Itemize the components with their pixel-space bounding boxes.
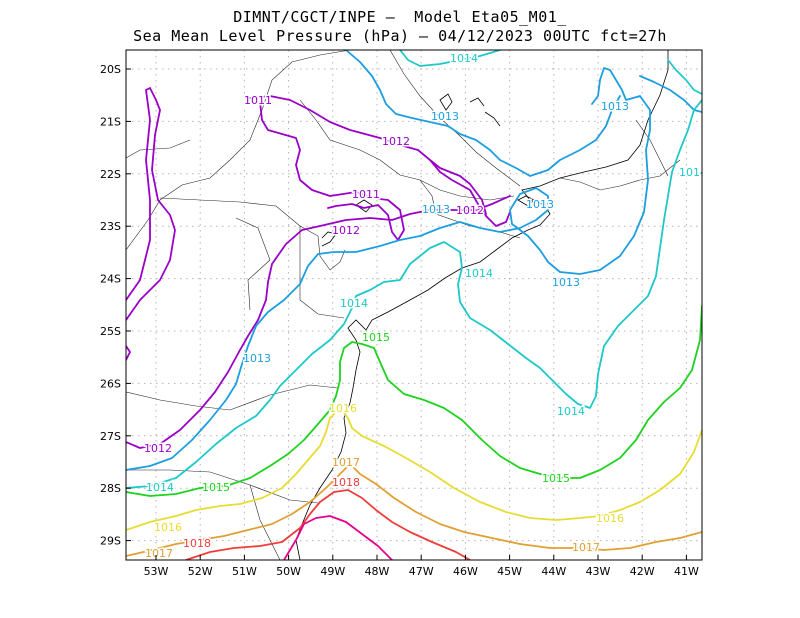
- state-borders: [126, 50, 681, 560]
- lon-tick-label: 47W: [409, 565, 434, 578]
- contour-label: 1017: [332, 456, 360, 469]
- isobar-1019: [283, 515, 393, 560]
- contour-label: 1011: [352, 188, 380, 201]
- contour-label: 1013: [422, 203, 450, 216]
- lat-tick-label: 28S: [100, 482, 121, 495]
- contour-label: 1014: [340, 297, 368, 310]
- isobar-1017: [126, 463, 702, 557]
- lon-tick-label: 45W: [497, 565, 522, 578]
- contour-label: 1012: [456, 204, 484, 217]
- contour-label: 1015: [202, 481, 230, 494]
- contour-label: 1018: [332, 476, 360, 489]
- isobar-1014: [399, 50, 501, 67]
- isobar-1012: [126, 195, 511, 449]
- lon-tick-label: 41W: [674, 565, 699, 578]
- isobar-1015: [126, 305, 702, 497]
- lat-tick-label: 22S: [100, 168, 121, 181]
- plot-frame: [125, 49, 703, 561]
- lat-tick-label: 21S: [100, 115, 121, 128]
- lon-tick-label: 46W: [453, 565, 478, 578]
- contour-label: 1013: [552, 276, 580, 289]
- contour-label: 1013: [601, 100, 629, 113]
- lat-tick-label: 25S: [100, 325, 121, 338]
- contour-label: 1018: [183, 537, 211, 550]
- contour-label: 1012: [332, 224, 360, 237]
- contour-label: 1014: [146, 481, 174, 494]
- lon-tick-label: 49W: [320, 565, 345, 578]
- contour-label: 1014: [557, 405, 585, 418]
- lat-tick-label: 23S: [100, 220, 121, 233]
- contour-label: 1017: [572, 541, 600, 554]
- lon-tick-label: 48W: [365, 565, 390, 578]
- contour-label: 1014: [679, 166, 707, 179]
- contour-label: 1014: [465, 267, 493, 280]
- contour-label: 1016: [596, 512, 624, 525]
- contour-label: 1016: [329, 402, 357, 415]
- isobar-1016: [126, 407, 702, 531]
- isobar-1013: [345, 50, 621, 177]
- contour-label: 1011: [244, 94, 272, 107]
- isobar-1012: [429, 159, 487, 215]
- isobar-1013: [639, 75, 702, 113]
- lon-tick-label: 51W: [232, 565, 257, 578]
- contour-label: 1013: [243, 352, 271, 365]
- chart-subtitle: Sea Mean Level Pressure (hPa) – 04/12/20…: [133, 27, 667, 45]
- lon-tick-label: 53W: [144, 565, 169, 578]
- contour-label: 1017: [145, 547, 173, 560]
- isobar-1012: [126, 345, 131, 361]
- latitude-axis: 20S 21S 22S 23S 24S 25S 26S 27S 28S 29S: [100, 63, 131, 548]
- lat-tick-label: 20S: [100, 63, 121, 76]
- lat-tick-label: 27S: [100, 430, 121, 443]
- contour-label: 1013: [431, 110, 459, 123]
- isobar-1013: [126, 67, 651, 471]
- lat-tick-label: 26S: [100, 377, 121, 390]
- lon-tick-label: 43W: [586, 565, 611, 578]
- lat-tick-label: 24S: [100, 273, 121, 286]
- lon-tick-label: 50W: [276, 565, 301, 578]
- contour-label: 1013: [526, 198, 554, 211]
- lon-tick-label: 52W: [188, 565, 213, 578]
- bay-outline: [321, 93, 535, 247]
- isobar-1011: [126, 87, 176, 321]
- contour-label: 1012: [382, 135, 410, 148]
- lat-tick-label: 29S: [100, 535, 121, 548]
- isobar-1011: [249, 95, 511, 227]
- contour-label: 1016: [154, 521, 182, 534]
- chart-title: DIMNT/CGCT/INPE – Model Eta05_M01_: [233, 8, 567, 26]
- isobar-1014: [667, 59, 702, 95]
- coastline: [295, 50, 669, 560]
- contour-label: 1012: [144, 442, 172, 455]
- longitude-axis: 53W 52W 51W 50W 49W 48W 47W 46W 45W 44W 43W 42W 41W: [144, 555, 699, 578]
- isobar-1011: [259, 101, 405, 241]
- contour-label: 1014: [450, 52, 478, 65]
- lon-tick-label: 44W: [541, 565, 566, 578]
- isobar-1014: [126, 99, 702, 489]
- isobar-1018: [185, 489, 471, 560]
- contour-label: 1015: [362, 331, 390, 344]
- contour-label: 1015: [542, 472, 570, 485]
- lon-tick-label: 42W: [630, 565, 655, 578]
